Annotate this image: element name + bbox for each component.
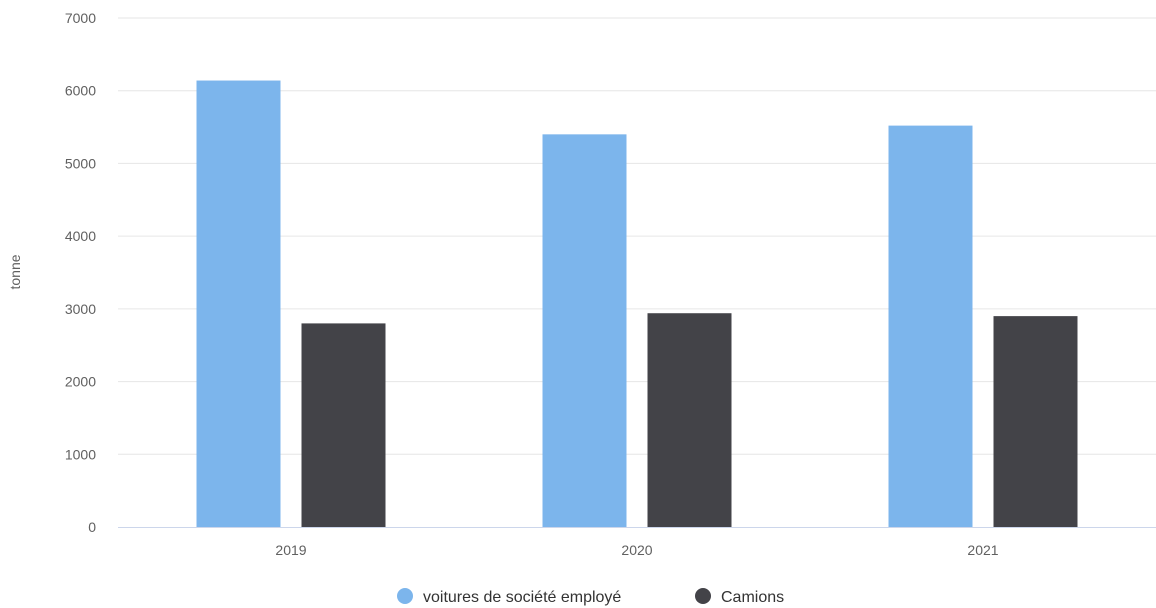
legend-marker [397, 588, 413, 604]
x-tick-label: 2021 [967, 542, 998, 558]
y-tick-label: 4000 [65, 228, 96, 244]
y-tick-label: 0 [88, 519, 96, 535]
y-tick-label: 2000 [65, 374, 96, 390]
bar-camions-2021[interactable] [993, 316, 1078, 527]
legend-item[interactable]: voitures de société employé [397, 588, 621, 606]
bar-voitures-de-soci-t-employ--2019[interactable] [196, 80, 281, 527]
x-tick-label: 2019 [275, 542, 306, 558]
y-tick-label: 5000 [65, 155, 96, 171]
bar-voitures-de-soci-t-employ--2020[interactable] [542, 134, 627, 528]
y-axis-title: tonne [7, 254, 23, 289]
grid-lines [118, 17, 1156, 455]
y-tick-label: 7000 [65, 10, 96, 26]
legend-item[interactable]: Camions [695, 588, 784, 606]
legend-marker [695, 588, 711, 604]
bars [196, 80, 1078, 528]
bar-camions-2020[interactable] [647, 313, 732, 527]
y-tick-label: 3000 [65, 301, 96, 317]
y-tick-label: 6000 [65, 83, 96, 99]
x-axis-ticks: 2019 2020 2021 [275, 542, 998, 558]
legend-label: voitures de société employé [423, 589, 621, 606]
y-tick-label: 1000 [65, 446, 96, 462]
bar-voitures-de-soci-t-employ--2021[interactable] [888, 125, 973, 528]
legend-label: Camions [721, 589, 784, 606]
legend[interactable]: voitures de société employé Camions [397, 588, 784, 606]
y-axis-ticks: 0 1000 2000 3000 4000 5000 6000 7000 [65, 10, 96, 535]
bar-camions-2019[interactable] [301, 323, 386, 527]
x-tick-label: 2020 [621, 542, 652, 558]
